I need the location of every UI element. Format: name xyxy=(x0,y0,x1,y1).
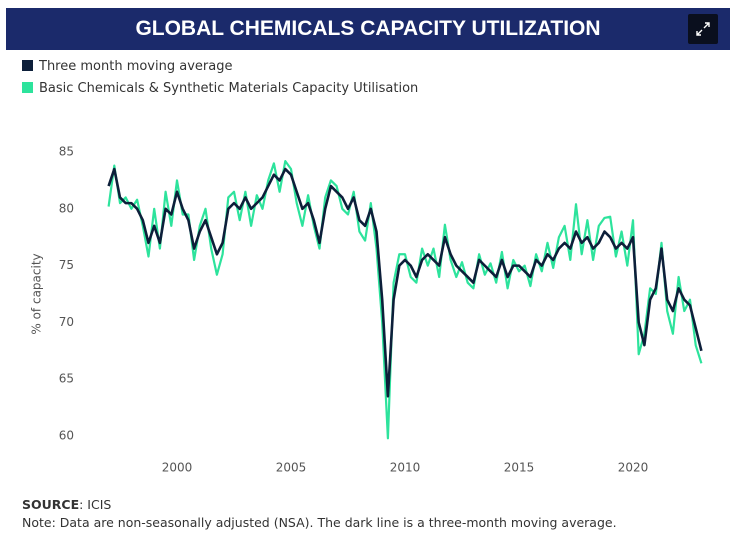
y-tick-label: 70 xyxy=(59,315,74,329)
expand-button[interactable] xyxy=(688,14,718,44)
source: SOURCE: ICIS xyxy=(22,497,111,512)
chart-title: GLOBAL CHEMICALS CAPACITY UTILIZATION xyxy=(135,17,601,40)
legend-swatch xyxy=(22,82,33,93)
note: Note: Data are non-seasonally adjusted (… xyxy=(22,515,617,530)
x-tick-label: 2010 xyxy=(390,461,421,475)
x-tick-label: 2005 xyxy=(276,461,307,475)
x-tick-label: 2015 xyxy=(504,461,535,475)
legend-label: Basic Chemicals & Synthetic Materials Ca… xyxy=(39,81,419,96)
y-tick-label: 85 xyxy=(59,145,74,159)
x-tick-label: 2000 xyxy=(162,461,193,475)
source-label: SOURCE xyxy=(22,497,80,512)
expand-icon xyxy=(696,22,710,36)
legend-swatch xyxy=(22,60,33,71)
legend-label: Three month moving average xyxy=(39,59,233,74)
y-tick-label: 80 xyxy=(59,201,74,215)
source-text: : ICIS xyxy=(79,497,112,512)
y-tick-label: 60 xyxy=(59,429,74,443)
series-line xyxy=(107,159,703,440)
series-line xyxy=(107,167,703,398)
chart: % of capacity 60 65 70 75 80 85 2000 2005 2010 20… xyxy=(30,145,703,475)
y-tick-label: 65 xyxy=(59,372,74,386)
legend-item: Three month moving average xyxy=(22,59,232,74)
header-bar: GLOBAL CHEMICALS CAPACITY UTILIZATION xyxy=(6,8,730,50)
x-tick-label: 2020 xyxy=(618,461,649,475)
legend-item: Basic Chemicals & Synthetic Materials Ca… xyxy=(22,81,418,96)
y-tick-label: 75 xyxy=(59,258,74,272)
y-axis-label: % of capacity xyxy=(30,253,44,334)
